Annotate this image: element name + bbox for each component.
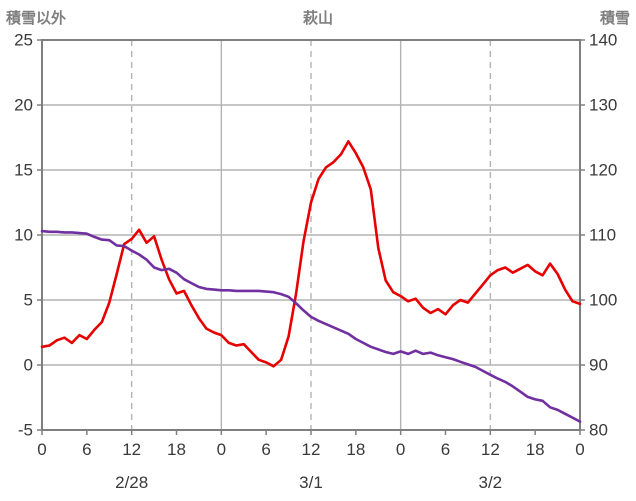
x-tick-label: 6 <box>441 440 450 459</box>
x-tick-label: 12 <box>481 440 500 459</box>
left-tick-label: 5 <box>24 291 33 310</box>
right-tick-label: 80 <box>589 421 608 440</box>
x-tick-label: 18 <box>346 440 365 459</box>
x-tick-label: 0 <box>396 440 405 459</box>
temperature-line <box>40 140 582 368</box>
right-axis-title: 積雪 <box>599 10 630 27</box>
right-tick-label: 120 <box>589 161 617 180</box>
x-tick-label: 6 <box>82 440 91 459</box>
right-tick-label: 90 <box>589 356 608 375</box>
date-label: 3/1 <box>299 473 323 492</box>
x-tick-label: 6 <box>261 440 270 459</box>
chart-title: 萩山 <box>302 10 334 27</box>
x-tick-label: 12 <box>122 440 141 459</box>
right-tick-label: 110 <box>589 226 616 245</box>
x-tick-label: 12 <box>302 440 321 459</box>
x-tick-label: 0 <box>217 440 226 459</box>
left-tick-label: 15 <box>14 161 33 180</box>
left-tick-label: 25 <box>14 31 33 50</box>
left-tick-label: 20 <box>14 96 33 115</box>
right-tick-label: 100 <box>589 291 617 310</box>
left-tick-label: 0 <box>24 356 33 375</box>
date-label: 2/28 <box>115 473 148 492</box>
date-label: 3/2 <box>479 473 503 492</box>
left-axis-title: 積雪以外 <box>6 10 67 27</box>
right-tick-label: 140 <box>589 31 617 50</box>
right-tick-label: 130 <box>589 96 617 115</box>
x-tick-label: 18 <box>526 440 545 459</box>
x-tick-label: 18 <box>167 440 186 459</box>
left-tick-label: -5 <box>18 421 33 440</box>
snow-depth-line <box>40 229 582 423</box>
left-tick-label: 10 <box>14 226 33 245</box>
x-tick-label: 0 <box>37 440 46 459</box>
x-tick-label: 0 <box>575 440 584 459</box>
